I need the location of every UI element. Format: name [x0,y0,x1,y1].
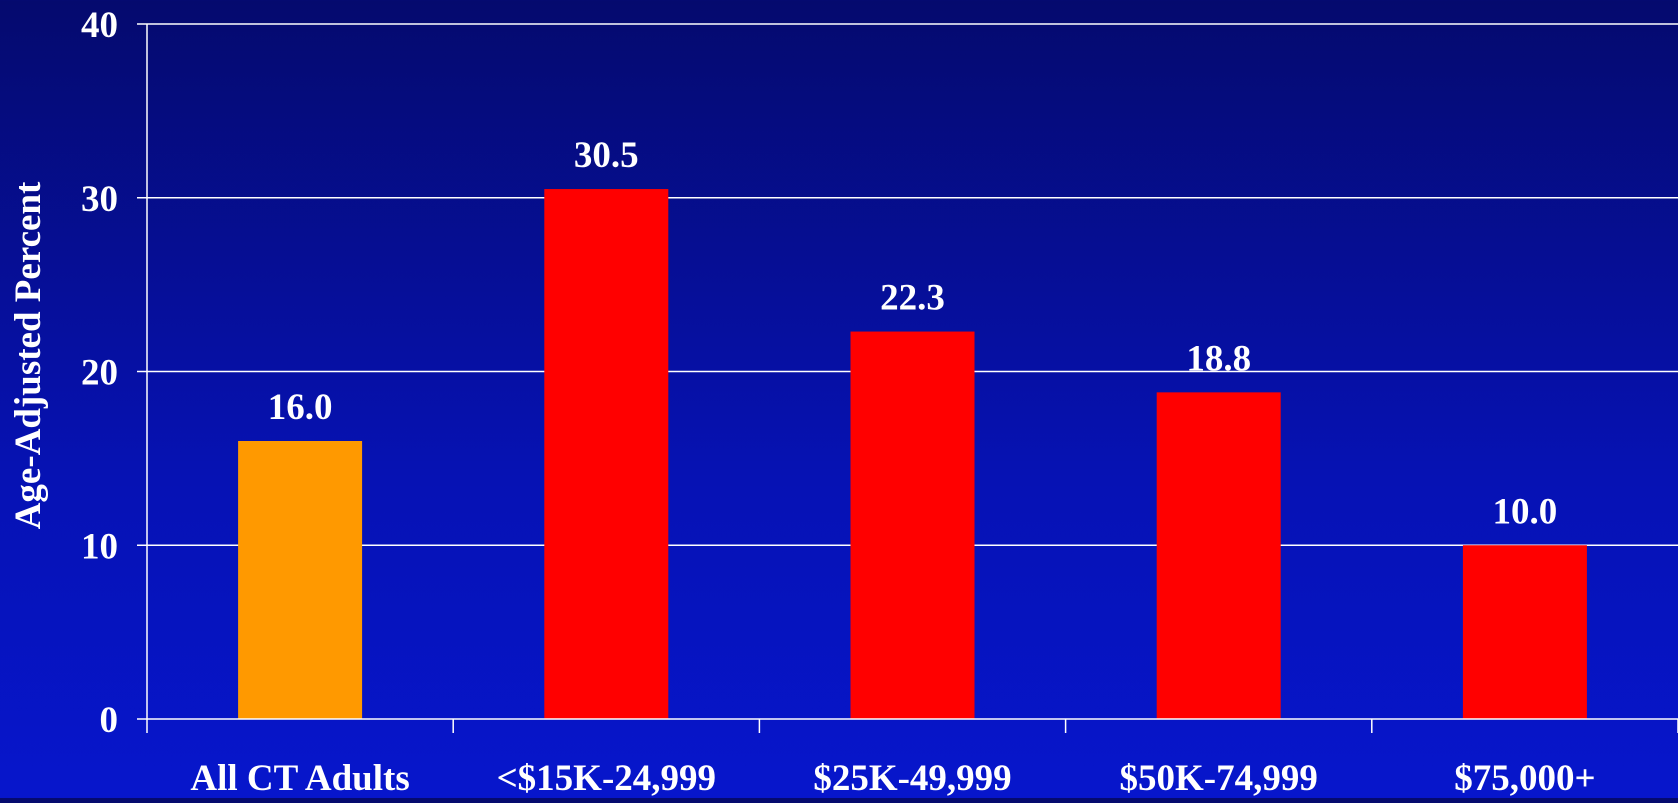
y-tick-label: 30 [81,179,118,220]
x-tick-label: All CT Adults [190,758,409,798]
bar [544,189,669,719]
bar [850,331,975,719]
y-axis-title: Age-Adjusted Percent [8,181,49,529]
bar-value-label: 30.5 [574,135,639,176]
x-tick-label: $50K-74,999 [1120,758,1318,798]
x-tick-label: <$15K-24,999 [497,758,716,798]
bar-value-label: 18.8 [1186,338,1251,379]
x-tick-label: $25K-49,999 [813,758,1011,798]
data-labels: 16.0 30.5 22.3 18.8 10.0 [268,135,1558,532]
bar [1156,392,1281,719]
bar-value-label: 16.0 [268,387,333,428]
bar-value-label: 22.3 [880,278,945,319]
y-tick-label: 40 [81,5,118,46]
y-tick-label: 20 [81,353,118,394]
y-tick-label: 10 [81,526,118,567]
bars [238,189,1587,719]
axes: 0 10 20 30 40 All CT Adults <$15K-24,999 $25K-4… [81,5,1678,799]
y-tick-label: 0 [100,700,119,741]
bar [1462,545,1587,719]
x-tick-label: $75,000+ [1454,758,1595,798]
bar [238,441,363,719]
bar-value-label: 10.0 [1493,491,1558,532]
